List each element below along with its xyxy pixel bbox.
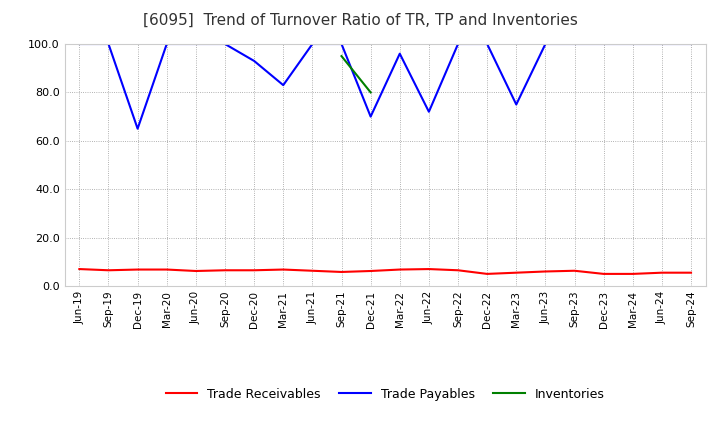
Trade Receivables <box>483 271 492 277</box>
Trade Payables <box>687 41 696 47</box>
Trade Payables <box>308 41 317 47</box>
Trade Receivables <box>163 267 171 272</box>
Trade Payables <box>657 41 666 47</box>
Trade Payables <box>133 126 142 131</box>
Trade Receivables <box>192 268 200 274</box>
Trade Receivables <box>512 270 521 275</box>
Trade Payables <box>454 41 462 47</box>
Trade Payables <box>483 41 492 47</box>
Inventories <box>366 90 375 95</box>
Trade Receivables <box>657 270 666 275</box>
Trade Receivables <box>279 267 287 272</box>
Trade Receivables <box>75 267 84 272</box>
Trade Payables <box>192 41 200 47</box>
Trade Receivables <box>220 268 229 273</box>
Trade Receivables <box>104 268 113 273</box>
Trade Payables <box>366 114 375 119</box>
Trade Payables <box>250 58 258 63</box>
Legend: Trade Receivables, Trade Payables, Inventories: Trade Receivables, Trade Payables, Inven… <box>161 383 610 406</box>
Trade Payables <box>104 41 113 47</box>
Line: Inventories: Inventories <box>341 56 371 92</box>
Trade Receivables <box>366 268 375 274</box>
Trade Receivables <box>541 269 550 274</box>
Trade Receivables <box>570 268 579 273</box>
Trade Receivables <box>133 267 142 272</box>
Trade Payables <box>163 41 171 47</box>
Line: Trade Receivables: Trade Receivables <box>79 269 691 274</box>
Trade Payables <box>512 102 521 107</box>
Trade Payables <box>337 41 346 47</box>
Trade Payables <box>599 41 608 47</box>
Trade Receivables <box>599 271 608 277</box>
Trade Payables <box>395 51 404 56</box>
Trade Payables <box>570 41 579 47</box>
Trade Payables <box>220 41 229 47</box>
Trade Payables <box>541 41 550 47</box>
Trade Receivables <box>250 268 258 273</box>
Inventories <box>337 53 346 59</box>
Trade Receivables <box>687 270 696 275</box>
Trade Receivables <box>629 271 637 277</box>
Trade Payables <box>75 41 84 47</box>
Trade Receivables <box>308 268 317 273</box>
Text: [6095]  Trend of Turnover Ratio of TR, TP and Inventories: [6095] Trend of Turnover Ratio of TR, TP… <box>143 13 577 28</box>
Trade Receivables <box>395 267 404 272</box>
Trade Payables <box>279 82 287 88</box>
Trade Payables <box>425 109 433 114</box>
Trade Payables <box>629 41 637 47</box>
Trade Receivables <box>337 269 346 275</box>
Trade Receivables <box>425 267 433 272</box>
Trade Receivables <box>454 268 462 273</box>
Line: Trade Payables: Trade Payables <box>79 44 691 128</box>
